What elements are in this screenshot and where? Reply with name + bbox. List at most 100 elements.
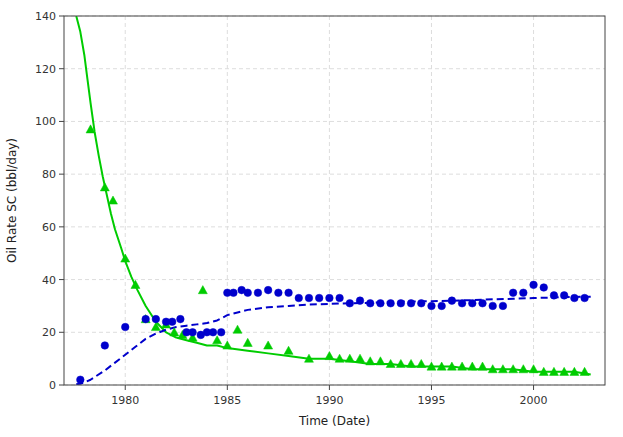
- point-circle: [121, 323, 129, 331]
- point-triangle: [447, 362, 456, 370]
- point-triangle: [407, 359, 416, 367]
- point-circle: [142, 315, 150, 323]
- point-circle: [581, 294, 589, 302]
- tick-y: [59, 332, 64, 333]
- grid-line-y: [64, 332, 605, 333]
- point-triangle: [570, 367, 579, 375]
- point-circle: [77, 376, 85, 384]
- point-triangle: [108, 196, 117, 204]
- series-line: [76, 297, 590, 385]
- point-triangle: [213, 336, 222, 344]
- point-circle: [209, 328, 217, 336]
- tick-label-y: 80: [42, 168, 56, 181]
- data: [76, 16, 590, 384]
- point-circle: [152, 315, 160, 323]
- point-circle: [550, 292, 558, 300]
- point-triangle: [396, 359, 405, 367]
- point-triangle: [580, 367, 589, 375]
- point-circle: [168, 318, 176, 326]
- point-triangle: [488, 365, 497, 373]
- point-triangle: [304, 354, 313, 362]
- point-circle: [377, 299, 385, 307]
- tick-x: [431, 385, 432, 390]
- tick-label-y: 20: [42, 326, 56, 339]
- point-circle: [366, 299, 374, 307]
- point-circle: [520, 289, 528, 297]
- point-triangle: [131, 280, 140, 288]
- grid-line-y: [64, 174, 605, 175]
- point-triangle: [478, 362, 487, 370]
- grid-line-y: [64, 121, 605, 122]
- tick-label-y: 120: [35, 63, 56, 76]
- plot-background: [64, 16, 605, 385]
- tick-label-x: 2000: [520, 394, 548, 407]
- tick-label-y: 140: [35, 10, 56, 23]
- point-circle: [264, 286, 272, 294]
- tick-label-y: 40: [42, 274, 56, 287]
- point-circle: [428, 302, 436, 310]
- point-circle: [230, 289, 238, 297]
- point-triangle: [417, 359, 426, 367]
- point-circle: [275, 289, 283, 297]
- point-circle: [285, 289, 293, 297]
- point-circle: [387, 299, 395, 307]
- x-axis-label: Time (Date): [298, 414, 370, 428]
- point-circle: [560, 292, 568, 300]
- point-circle: [479, 299, 487, 307]
- point-triangle: [233, 325, 242, 333]
- grid-line-x: [227, 16, 228, 385]
- point-triangle: [549, 367, 558, 375]
- point-triangle: [468, 362, 477, 370]
- point-triangle: [509, 365, 518, 373]
- point-triangle: [437, 362, 446, 370]
- point-circle: [499, 302, 507, 310]
- tick-label-x: 1990: [315, 394, 343, 407]
- point-triangle: [151, 323, 160, 331]
- point-triangle: [170, 328, 179, 336]
- point-circle: [540, 284, 548, 292]
- point-circle: [295, 294, 303, 302]
- tick-label-y: 0: [49, 379, 56, 392]
- point-circle: [530, 281, 538, 289]
- tick-label-y: 60: [42, 221, 56, 234]
- point-triangle: [264, 341, 273, 349]
- grid-line-y: [64, 279, 605, 280]
- point-triangle: [121, 254, 130, 262]
- grid-line-y: [64, 226, 605, 227]
- point-circle: [217, 328, 225, 336]
- tick-label-x: 1985: [213, 394, 241, 407]
- tick-x: [125, 385, 126, 390]
- point-triangle: [198, 286, 207, 294]
- point-triangle: [345, 354, 354, 362]
- point-circle: [346, 299, 354, 307]
- tick-y: [59, 174, 64, 175]
- tick-y: [59, 385, 64, 386]
- tick-y: [59, 68, 64, 69]
- tick-y: [59, 121, 64, 122]
- grid-line-x: [533, 16, 534, 385]
- point-circle: [458, 299, 466, 307]
- point-circle: [571, 294, 579, 302]
- tick-y: [59, 16, 64, 17]
- point-circle: [305, 294, 313, 302]
- tick-x: [329, 385, 330, 390]
- point-triangle: [243, 338, 252, 346]
- point-triangle: [386, 359, 395, 367]
- point-triangle: [366, 357, 375, 365]
- plot-frame: [64, 16, 605, 385]
- point-circle: [177, 315, 185, 323]
- grid-line-x: [329, 16, 330, 385]
- point-circle: [356, 297, 364, 305]
- point-circle: [509, 289, 517, 297]
- point-triangle: [519, 365, 528, 373]
- axes: 19801985199019952000020406080100120140: [35, 10, 548, 407]
- point-circle: [397, 299, 405, 307]
- point-triangle: [141, 315, 150, 323]
- point-circle: [244, 289, 252, 297]
- point-circle: [315, 294, 323, 302]
- point-circle: [407, 299, 415, 307]
- tick-x: [227, 385, 228, 390]
- point-triangle: [100, 183, 109, 191]
- point-triangle: [539, 367, 548, 375]
- tick-label-x: 1980: [111, 394, 139, 407]
